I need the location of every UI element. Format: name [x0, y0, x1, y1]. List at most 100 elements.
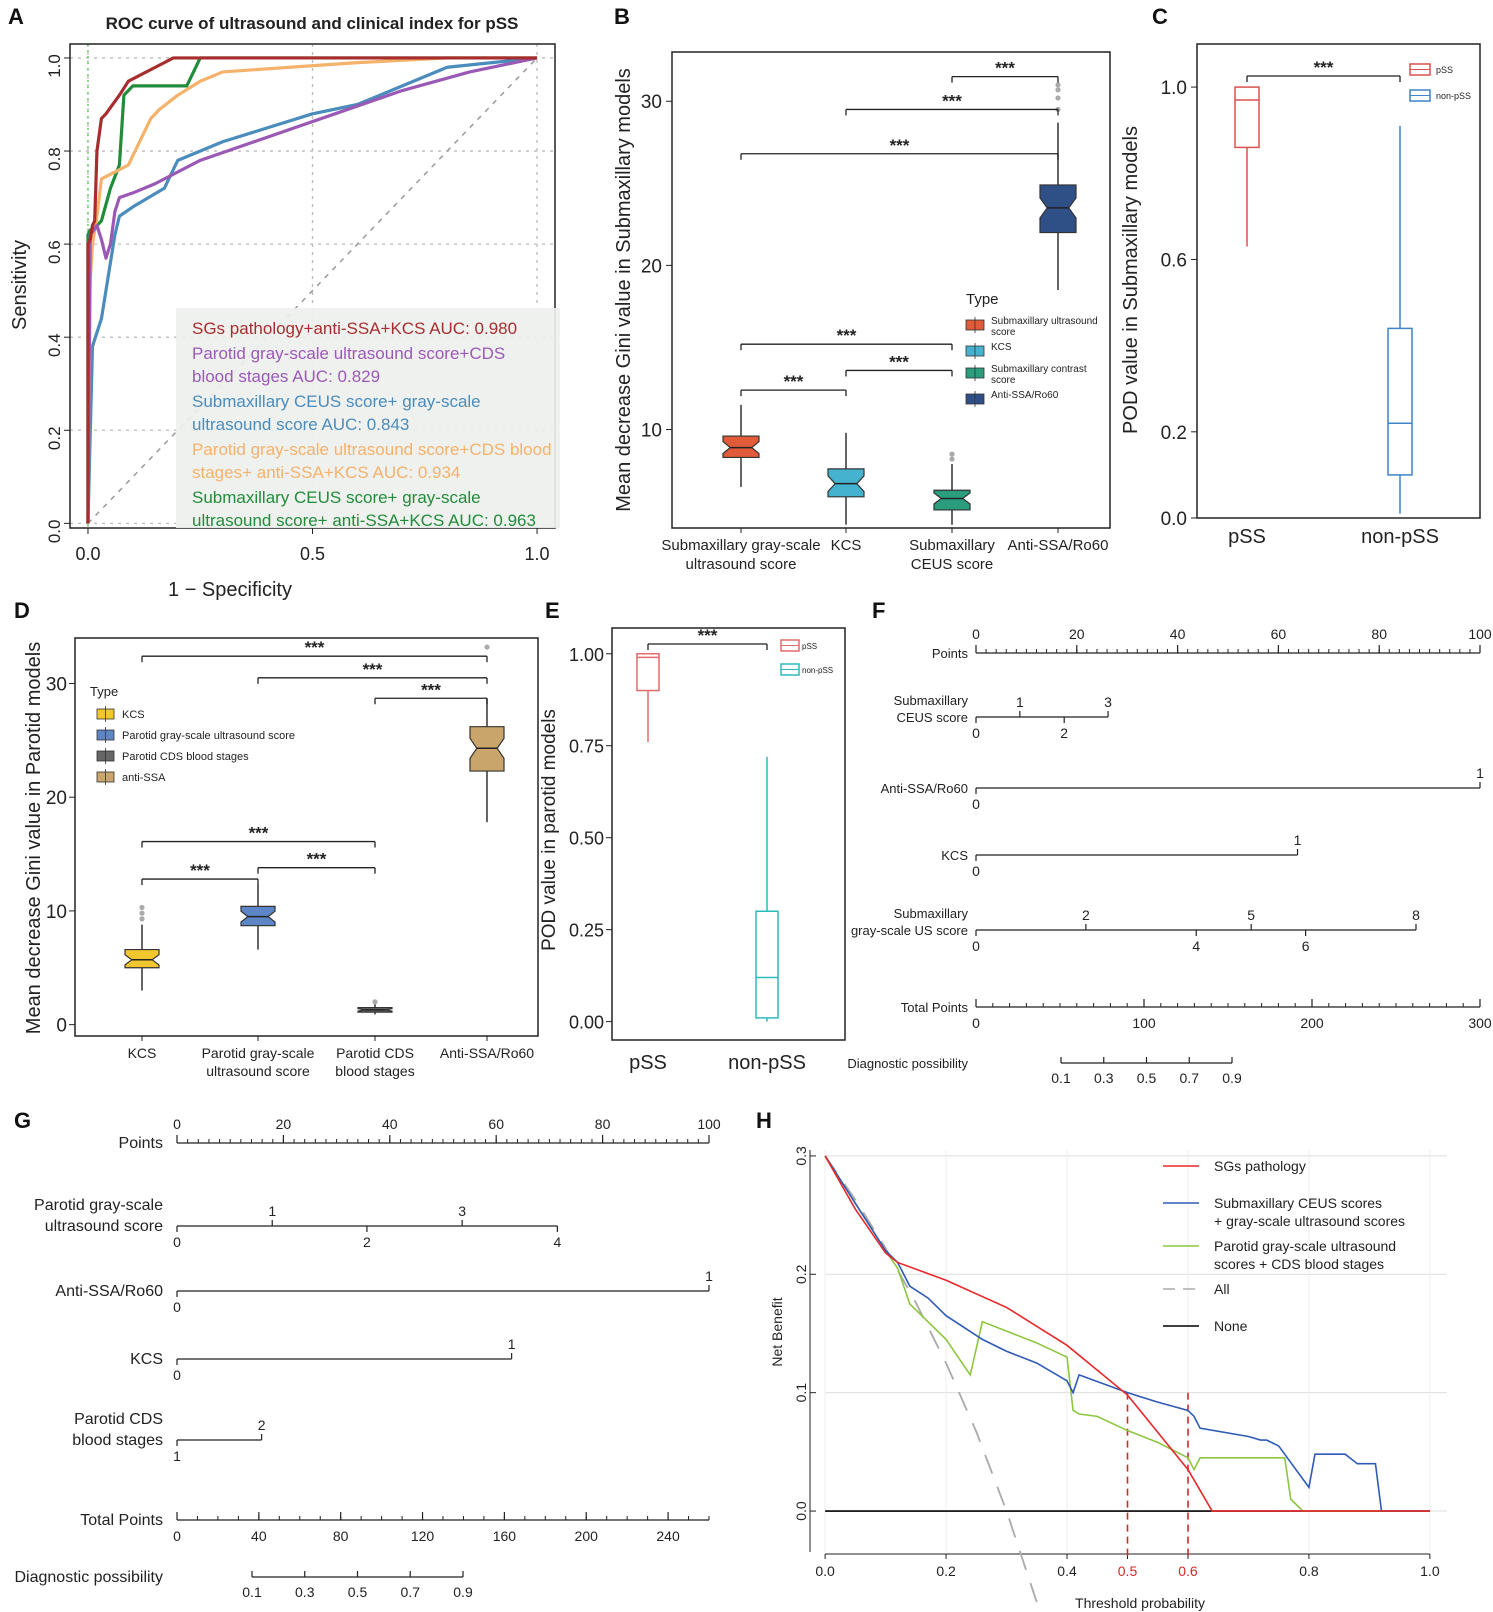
dca-x-tick-label: 0.5: [1118, 1563, 1138, 1579]
sig-1-label: ***: [889, 352, 909, 371]
nomogram-parotid-tick-label: 240: [656, 1528, 680, 1544]
nomogram-submaxillary-row-label: gray-scale US score: [851, 923, 968, 938]
legend-entry-0: Submaxillary ultrasound: [991, 316, 1098, 327]
y-tick-label: 0.0: [1161, 509, 1187, 530]
legend-entry-2: Parotid CDS blood stages: [122, 751, 249, 763]
y-tick-label: 10: [46, 902, 67, 923]
nomogram-parotid-row-label: Parotid CDS: [74, 1411, 163, 1428]
nomogram-parotid-scale-label: 0: [173, 1234, 181, 1250]
nomogram-submaxillary-tick-label: 300: [1468, 1015, 1492, 1031]
nomogram-submaxillary-prob-label: 0.5: [1137, 1070, 1157, 1086]
box-0-outlier: [139, 910, 145, 916]
roc-reference-diagonal: [87, 57, 538, 524]
nomogram-submaxillary-tick-label: 0: [972, 1015, 980, 1031]
x-tick-label: Anti-SSA/Ro60: [1008, 537, 1109, 554]
dca-legend-entry-2: scores + CDS blood stages: [1214, 1256, 1384, 1272]
y-tick-label: 30: [46, 674, 67, 695]
nomogram-parotid-scale-label: 1: [508, 1336, 516, 1352]
nomogram-parotid-tick-label: 40: [251, 1528, 267, 1544]
y-axis-label: POD value in parotid models: [539, 709, 560, 951]
roc-legend-box: [176, 308, 560, 528]
nomogram-submaxillary-tick-label: 200: [1300, 1015, 1324, 1031]
nomogram-parotid-scale-label: 2: [363, 1234, 371, 1250]
frame: [74, 637, 539, 1037]
y-tick-label: 20: [46, 788, 67, 809]
nomogram-parotid-tick-label: 100: [697, 1116, 721, 1132]
x-tick-label: ultrasound score: [686, 556, 797, 573]
nomogram-parotid-scale-label: 1: [705, 1268, 713, 1284]
nomogram-parotid-scale-label: 0: [173, 1299, 181, 1315]
nomogram-submaxillary-row-label: Diagnostic possibility: [847, 1056, 968, 1071]
nomogram-submaxillary-row-label: Points: [932, 646, 969, 661]
nomogram-submaxillary-scale-label: 3: [1104, 694, 1112, 710]
dca-curve-3: [824, 1155, 1038, 1603]
nomogram-submaxillary-prob-label: 0.1: [1051, 1070, 1071, 1086]
box-0-box: [1234, 86, 1260, 149]
y-tick-label: 0.25: [569, 921, 604, 941]
legend-entry-1: non-pSS: [802, 666, 833, 675]
dca-x-tick-label: 0.6: [1178, 1563, 1198, 1579]
sig-5-label: ***: [995, 59, 1015, 78]
roc-title: ROC curve of ultrasound and clinical ind…: [106, 14, 519, 33]
box-0-outlier: [139, 904, 145, 911]
dca-legend-entry-3: All: [1214, 1281, 1230, 1297]
nomogram-submaxillary-scale-label: 5: [1247, 907, 1255, 923]
roc-legend-entry-3: Parotid gray-scale ultrasound score+CDS …: [192, 440, 552, 459]
nomogram-submaxillary-prob-label: 0.7: [1180, 1070, 1200, 1086]
box-0-box: [636, 653, 660, 692]
nomogram-submaxillary-tick-label: 40: [1170, 626, 1186, 642]
sig-2-label: ***: [249, 824, 269, 843]
roc-x-tick-label: 0.0: [75, 544, 100, 564]
roc-y-tick-label: 0.4: [45, 333, 64, 357]
dca-legend-entry-1: + gray-scale ultrasound scores: [1214, 1213, 1405, 1229]
legend-entry-2: score: [991, 375, 1016, 386]
legend-title: Type: [966, 291, 999, 308]
sig-0-label: ***: [1314, 58, 1334, 77]
legend-entry-1: KCS: [991, 342, 1012, 353]
legend-entry-2: Submaxillary contrast: [991, 364, 1087, 375]
nomogram-submaxillary-tick-label: 60: [1271, 626, 1287, 642]
legend-entry-1: Parotid gray-scale ultrasound score: [122, 730, 295, 742]
sig-5-label: ***: [305, 638, 325, 657]
roc-legend-entry-4: ultrasound score+ anti-SSA+KCS AUC: 0.96…: [192, 511, 536, 530]
y-tick-label: 0: [56, 1016, 67, 1037]
nomogram-submaxillary-tick-label: 20: [1069, 626, 1085, 642]
sig-0-label: ***: [190, 861, 210, 880]
nomogram-parotid-tick-label: 80: [333, 1528, 349, 1544]
y-tick-label: 0.75: [569, 737, 604, 757]
nomogram-submaxillary-prob-label: 0.9: [1222, 1070, 1242, 1086]
nomogram-submaxillary-scale-label: 1: [1016, 694, 1024, 710]
frame: [611, 627, 846, 1041]
nomogram-parotid-tick-label: 0: [173, 1528, 181, 1544]
y-tick-label: 10: [641, 421, 662, 442]
box-2-outlier: [949, 451, 955, 457]
roc-y-tick-label: 1.0: [45, 54, 64, 78]
pod-parotid-plot: 0.00 0.25 0.50 0.75 1.00 POD value in parotid…: [539, 626, 846, 1074]
x-tick-label: KCS: [128, 1045, 157, 1061]
box-2-outlier: [949, 456, 955, 462]
nomogram-parotid-row-label: Diagnostic possibility: [14, 1569, 163, 1586]
nomogram-parotid-prob-label: 0.1: [242, 1584, 262, 1600]
dca-curve-0: [824, 1155, 1430, 1512]
legend-title: Type: [90, 684, 118, 699]
box-1-box: [755, 910, 779, 1019]
gini-submaxillary-plot: 10 20 30 Mean decrease Gini value in Submax…: [613, 51, 1111, 573]
y-tick-label: 0.50: [569, 829, 604, 849]
y-axis-label: POD value in Submaxillary models: [1120, 126, 1142, 434]
box-3-outlier: [484, 644, 490, 650]
roc-x-tick-label: 1.0: [525, 544, 550, 564]
nomogram-submaxillary-scale-label: 2: [1060, 725, 1068, 741]
y-tick-label: 0.6: [1161, 250, 1187, 271]
x-tick-label: Submaxillary gray-scale: [661, 537, 820, 554]
x-tick-label: Submaxillary: [909, 537, 995, 554]
legend-entry-0: score: [991, 327, 1016, 338]
roc-legend-entry-2: ultrasound score AUC: 0.843: [192, 415, 409, 434]
x-tick-label: ultrasound score: [206, 1063, 310, 1079]
box-3-box: [1039, 184, 1077, 234]
roc-y-tick-label: 0.6: [45, 240, 64, 264]
nomogram-parotid-scale-label: 0: [173, 1367, 181, 1383]
roc-curve-1: [86, 56, 538, 524]
box-3-outlier: [1055, 82, 1061, 88]
